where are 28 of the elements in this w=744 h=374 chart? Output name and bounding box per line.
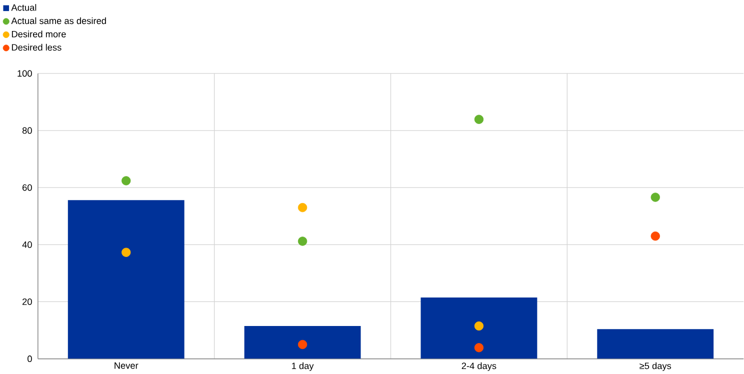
legend-label: Actual xyxy=(11,4,36,11)
bar xyxy=(420,297,538,359)
point xyxy=(298,340,308,349)
bar xyxy=(68,200,184,359)
point xyxy=(474,342,484,352)
bar xyxy=(597,328,714,359)
legend-label: Desired more xyxy=(12,30,66,38)
point xyxy=(650,231,660,241)
x-tick-label: ≥5 days xyxy=(640,362,672,371)
point xyxy=(122,248,131,257)
bar xyxy=(244,326,361,359)
point xyxy=(474,114,484,124)
point xyxy=(298,236,308,246)
legend-label: Desired less xyxy=(12,44,62,50)
point xyxy=(298,202,308,212)
legend-label: Actual same as desired xyxy=(11,17,106,24)
y-tick-label: 20 xyxy=(22,298,32,305)
x-tick-label: Never xyxy=(114,362,138,369)
y-tick-label: 40 xyxy=(22,241,32,248)
y-tick-label: 60 xyxy=(22,184,32,191)
y-tick-label: 80 xyxy=(22,127,32,134)
point xyxy=(650,192,660,202)
x-tick-label: 2-4 days xyxy=(462,362,496,371)
y-tick-label: 100 xyxy=(18,70,32,77)
point xyxy=(474,321,484,330)
point xyxy=(122,176,131,186)
x-tick-label: 1 day xyxy=(292,362,314,371)
y-tick-label: 0 xyxy=(28,355,32,362)
